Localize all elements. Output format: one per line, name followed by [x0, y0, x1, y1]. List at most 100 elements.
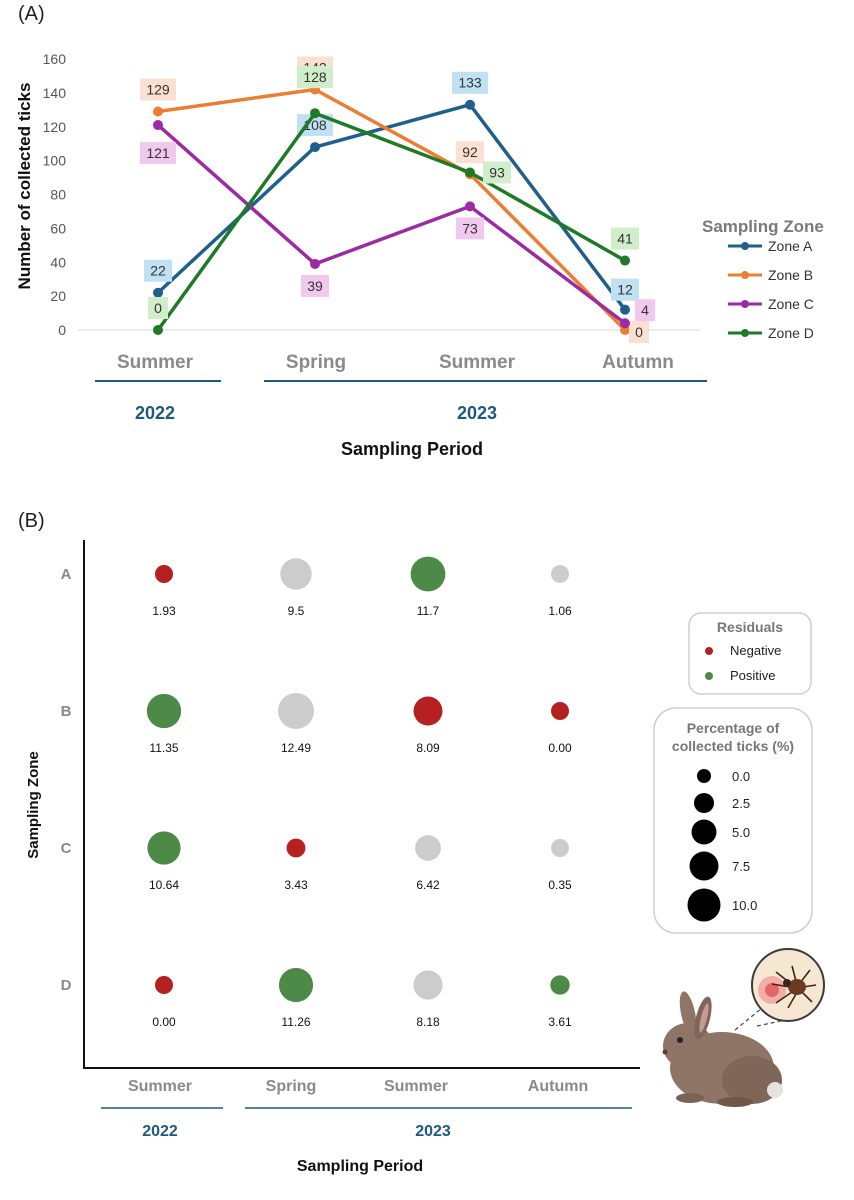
y-tick-label: 100 [43, 153, 67, 169]
legend-item-label: Zone D [768, 325, 814, 341]
data-label-background [148, 297, 168, 319]
legend-swatch-marker [741, 271, 749, 279]
negative-swatch [705, 647, 713, 655]
data-label-background [456, 141, 484, 164]
size-legend: Percentage of collected ticks (%) 0.0 2.5… [653, 707, 813, 934]
data-label: 4 [641, 302, 649, 318]
x-tick-label: Summer [384, 1078, 448, 1095]
bubble [286, 838, 306, 858]
y-tick-label: 140 [43, 85, 67, 101]
data-label: 0 [154, 300, 162, 316]
data-label: 128 [303, 69, 327, 85]
y-tick-label: C [61, 840, 72, 857]
data-label: 22 [150, 263, 166, 279]
bubble [278, 693, 314, 729]
bubble [413, 970, 443, 1000]
legend-item-label: Zone A [768, 238, 813, 254]
data-label-background [297, 66, 333, 89]
size-legend-title-line1: Percentage of [687, 720, 780, 736]
data-label: 39 [307, 278, 323, 294]
series-line [156, 111, 626, 332]
data-point [310, 142, 320, 153]
data-label: 121 [146, 145, 170, 161]
bubble-value-label: 1.06 [548, 604, 572, 618]
data-label-background [635, 299, 655, 322]
data-label-background [483, 161, 511, 184]
x-tick-label: Summer [128, 1078, 192, 1095]
y-tick-label: B [61, 703, 72, 720]
legend-title: Sampling Zone [702, 217, 824, 236]
year-label: 2023 [415, 1123, 451, 1140]
data-label: 12 [617, 282, 633, 298]
data-label-background [456, 217, 484, 240]
data-label-background [611, 227, 639, 250]
residuals-legend: Residuals Negative Positive [688, 612, 812, 695]
series-zone-b: 129142920 [140, 56, 649, 343]
data-label: 129 [146, 82, 170, 98]
data-label-background [301, 274, 329, 297]
data-label-background [629, 321, 649, 343]
size-legend-circle [694, 793, 714, 813]
bubble-value-label: 3.43 [284, 878, 308, 892]
data-point [310, 108, 320, 119]
year-label: 2022 [142, 1123, 178, 1140]
negative-label: Negative [730, 643, 781, 658]
y-tick-label: 0 [58, 322, 66, 338]
x-tick-label: Spring [266, 1078, 317, 1095]
data-point [153, 106, 163, 117]
data-label: 73 [462, 220, 478, 236]
data-point [620, 318, 630, 329]
y-tick-label: 40 [50, 254, 66, 270]
y-tick-label: 160 [43, 51, 67, 67]
data-label: 133 [458, 75, 482, 91]
size-legend-title-line2: collected ticks (%) [672, 738, 794, 754]
size-legend-circle [687, 888, 721, 922]
bubble-value-label: 12.49 [281, 741, 311, 755]
bubble-value-label: 11.35 [149, 741, 178, 755]
size-legend-circle [697, 769, 711, 783]
size-legend-label: 5.0 [732, 825, 750, 840]
bubble [155, 565, 173, 583]
bubble-value-label: 8.09 [416, 741, 440, 755]
legend-swatch-marker [741, 329, 749, 337]
data-point [620, 304, 630, 315]
x-axis-title: Sampling Period [297, 1158, 423, 1175]
zone-legend: Sampling Zone Zone A Zone B Zone C Zone D [702, 217, 824, 341]
y-tick-label: 120 [43, 119, 67, 135]
x-axis-title: Sampling Period [341, 439, 483, 459]
size-legend-circle [691, 819, 717, 845]
bubble [413, 696, 443, 726]
residuals-legend-box [688, 612, 812, 695]
bubble [551, 702, 569, 720]
bubble-value-label: 11.26 [281, 1015, 310, 1029]
bubble [551, 565, 569, 583]
x-tick-label: Summer [439, 352, 516, 373]
y-tick-label: 60 [50, 220, 66, 236]
bubble [146, 693, 182, 729]
x-tick-label: Autumn [528, 1078, 588, 1095]
data-label-background [144, 259, 172, 282]
data-point [465, 201, 475, 212]
y-tick-label: A [61, 566, 72, 583]
bubble [550, 975, 570, 995]
rabbit-with-tick-illustration [662, 948, 825, 1107]
data-label-background [140, 142, 176, 165]
data-point [153, 287, 163, 298]
x-tick-label: Summer [117, 352, 194, 373]
bubble-value-label: 9.5 [288, 604, 305, 618]
year-label: 2022 [135, 403, 175, 423]
series-line [157, 87, 627, 332]
data-label: 41 [617, 231, 633, 247]
size-legend-label: 7.5 [732, 859, 750, 874]
legend-item-label: Zone B [768, 267, 813, 283]
line-chart: Number of collected ticks Sampling Perio… [15, 51, 707, 459]
bubble [280, 558, 312, 590]
bubble-value-label: 10.64 [149, 878, 179, 892]
bubble-value-label: 8.18 [416, 1015, 440, 1029]
bubble-chart: Sampling Zone Sampling Period A 1.93 9.5 11… [25, 540, 640, 1175]
bubble-value-label: 1.93 [152, 604, 176, 618]
legend-swatch-marker [741, 242, 749, 250]
size-legend-label: 0.0 [732, 769, 750, 784]
panel-a-label: (A) [18, 3, 45, 25]
data-label-background [611, 278, 639, 301]
